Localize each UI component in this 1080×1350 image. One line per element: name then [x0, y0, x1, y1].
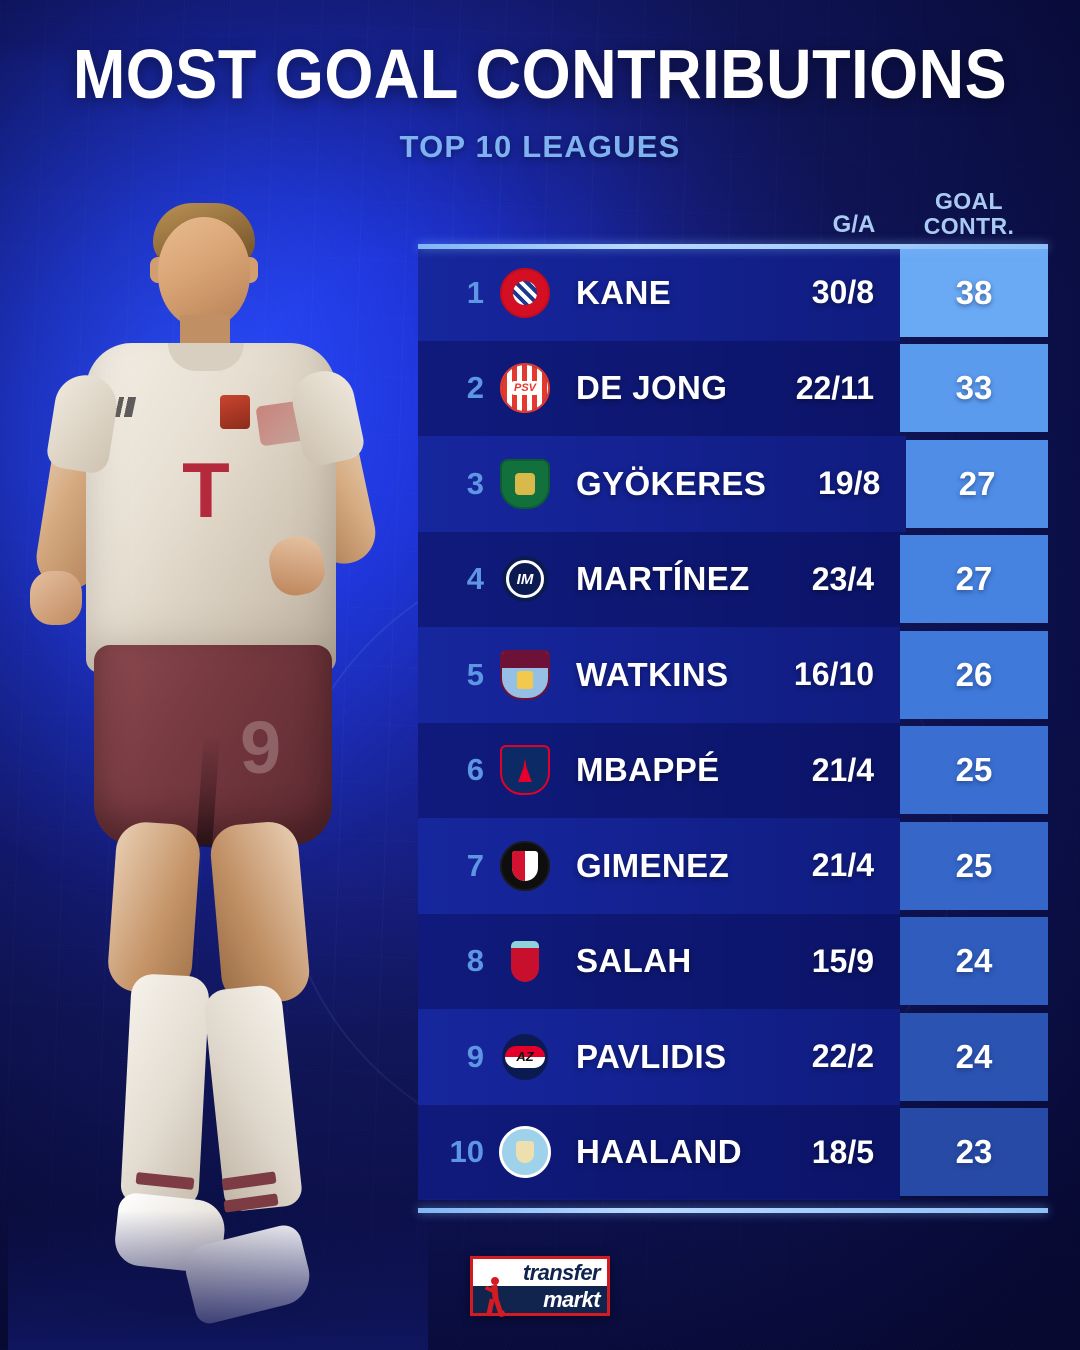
rank-number: 6 [466, 752, 484, 788]
row-main-cells: 3 GYÖKERES 19/8 [418, 436, 907, 532]
goal-contributions-value: 33 [900, 344, 1048, 433]
player-head [158, 217, 250, 329]
player-name: GYÖKERES [576, 464, 767, 502]
row-main-cells: 4 IM MARTÍNEZ 23/4 [418, 531, 900, 627]
table-row[interactable]: 5 WATKINS 16/10 26 [418, 627, 1048, 723]
table-row[interactable]: 8 SALAH 15/9 24 [418, 913, 1048, 1009]
goal-contributions-value: 24 [900, 917, 1048, 1006]
psg-crest-icon [496, 745, 554, 796]
bayern-crest-icon [496, 267, 554, 318]
transfermarkt-logo[interactable]: transfer markt [470, 1256, 610, 1317]
jersey-sponsor-logo: T [182, 446, 230, 534]
goals-assists-value: 19/8 [817, 465, 881, 502]
player-name: GIMENEZ [576, 846, 730, 884]
rank-number: 3 [466, 465, 484, 501]
column-header-goal-contributions: GOAL CONTR. [890, 187, 1048, 241]
header: MOST GOAL CONTRIBUTIONS TOP 10 LEAGUES [0, 36, 1080, 164]
page-title: MOST GOAL CONTRIBUTIONS [72, 36, 1008, 114]
rank-number: 10 [449, 1134, 484, 1170]
liverpool-crest-icon [496, 938, 554, 984]
table-row[interactable]: 10 HAALAND 18/5 23 [418, 1104, 1048, 1200]
rank-number: 2 [466, 370, 484, 406]
goals-assists-value: 22/2 [811, 1038, 874, 1075]
az-crest-icon: AZ [496, 1033, 554, 1080]
man-city-crest-icon [496, 1126, 554, 1179]
rank-number: 8 [466, 943, 484, 979]
row-main-cells: 5 WATKINS 16/10 [418, 627, 900, 723]
player-name: MARTÍNEZ [576, 560, 750, 598]
table-row[interactable]: 1 KANE 30/8 38 [418, 245, 1048, 341]
feyenoord-crest-icon [496, 840, 554, 891]
player-collar [168, 343, 244, 371]
page-subtitle: TOP 10 LEAGUES [399, 129, 681, 164]
goal-contributions-value: 38 [900, 248, 1048, 337]
rank-number: 7 [466, 847, 484, 883]
goal-contributions-value: 25 [900, 821, 1048, 910]
goal-contributions-value: 26 [900, 630, 1048, 719]
row-main-cells: 7 GIMENEZ 21/4 [418, 818, 900, 914]
player-name: HAALAND [576, 1133, 742, 1171]
goal-contributions-value: 27 [900, 535, 1048, 624]
column-header-goal-line1: GOAL [934, 187, 1004, 214]
player-name: WATKINS [576, 655, 729, 693]
player-name: DE JONG [576, 369, 728, 407]
goals-assists-value: 22/11 [795, 369, 874, 406]
psv-crest-icon: PSV [496, 363, 554, 414]
player-name: MBAPPÉ [576, 751, 720, 789]
row-main-cells: 8 SALAH 15/9 [418, 913, 900, 1009]
table-row[interactable]: 7 GIMENEZ 21/4 25 [418, 818, 1048, 914]
player-name: PAVLIDIS [576, 1037, 727, 1075]
goal-contributions-value: 23 [900, 1108, 1048, 1197]
player-bottom-fade [8, 1210, 428, 1350]
player-photo: T 9 [8, 175, 428, 1350]
player-right-thigh [208, 819, 312, 1007]
ranking-table: 1 KANE 30/8 38 2 PSV DE JONG 22/11 33 3 GYÖKERES 19… [418, 245, 1048, 1200]
row-main-cells: 1 KANE 30/8 [418, 245, 900, 341]
logo-text-markt: markt [543, 1286, 601, 1312]
player-left-sock [120, 973, 210, 1207]
goals-assists-value: 16/10 [793, 656, 874, 693]
row-main-cells: 2 PSV DE JONG 22/11 [418, 340, 900, 436]
table-row[interactable]: 2 PSV DE JONG 22/11 33 [418, 340, 1048, 436]
rank-number: 4 [466, 561, 484, 597]
table-row[interactable]: 3 GYÖKERES 19/8 27 [418, 436, 1048, 532]
column-header-ga: G/A [832, 210, 876, 238]
inter-crest-icon: IM [496, 556, 554, 603]
table-row[interactable]: 9 AZ PAVLIDIS 22/2 24 [418, 1009, 1048, 1105]
logo-text-transfer: transfer [522, 1259, 601, 1285]
row-main-cells: 9 AZ PAVLIDIS 22/2 [418, 1009, 900, 1105]
logo-bottom-band: markt [473, 1286, 607, 1313]
goals-assists-value: 15/9 [811, 942, 874, 979]
row-main-cells: 6 MBAPPÉ 21/4 [418, 722, 900, 818]
table-row[interactable]: 4 IM MARTÍNEZ 23/4 27 [418, 531, 1048, 627]
player-name: KANE [576, 273, 672, 311]
sporting-crest-icon [496, 458, 554, 509]
goals-assists-value: 18/5 [811, 1133, 874, 1170]
goal-contributions-value: 24 [900, 1012, 1048, 1101]
goal-contributions-value: 25 [900, 726, 1048, 815]
goals-assists-value: 21/4 [811, 847, 874, 884]
table-row[interactable]: 6 MBAPPÉ 21/4 25 [418, 722, 1048, 818]
goal-contributions-value: 27 [906, 439, 1048, 528]
goals-assists-value: 30/8 [811, 274, 874, 311]
row-main-cells: 10 HAALAND 18/5 [418, 1104, 900, 1200]
player-left-thigh [106, 820, 202, 996]
rank-number: 1 [466, 274, 484, 310]
table-top-divider [418, 244, 1048, 249]
table-bottom-divider [418, 1208, 1048, 1213]
rank-number: 9 [466, 1038, 484, 1074]
column-header-goal-line2: CONTR. [923, 213, 1015, 240]
footballer-figure-icon [484, 1277, 506, 1317]
player-left-hand [30, 571, 82, 625]
table-column-headers: G/A GOAL CONTR. [418, 178, 1048, 240]
goals-assists-value: 23/4 [811, 560, 874, 597]
rank-number: 5 [466, 656, 484, 692]
jersey-club-crest [220, 395, 250, 429]
player-shorts-number: 9 [240, 706, 282, 789]
player-name: SALAH [576, 942, 692, 980]
aston-villa-crest-icon [496, 649, 554, 700]
goals-assists-value: 21/4 [811, 751, 874, 788]
